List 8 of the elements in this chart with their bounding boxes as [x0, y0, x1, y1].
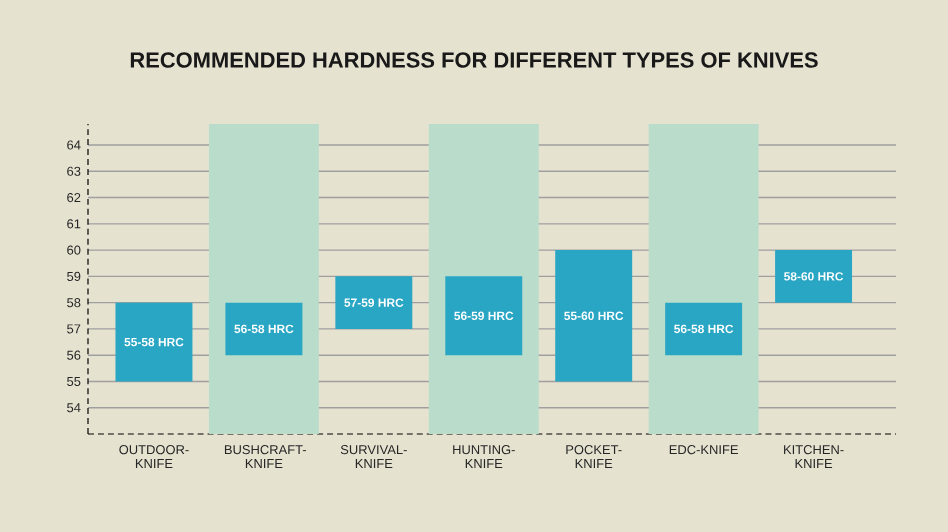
bar	[115, 302, 193, 382]
bar	[555, 250, 633, 382]
bar	[335, 276, 413, 329]
bar	[665, 302, 743, 356]
chart-title: RECOMMENDED HARDNESS FOR DIFFERENT TYPES OF KNIVES	[130, 52, 818, 68]
bar	[445, 276, 523, 356]
bar	[225, 302, 303, 356]
bar	[775, 250, 853, 303]
